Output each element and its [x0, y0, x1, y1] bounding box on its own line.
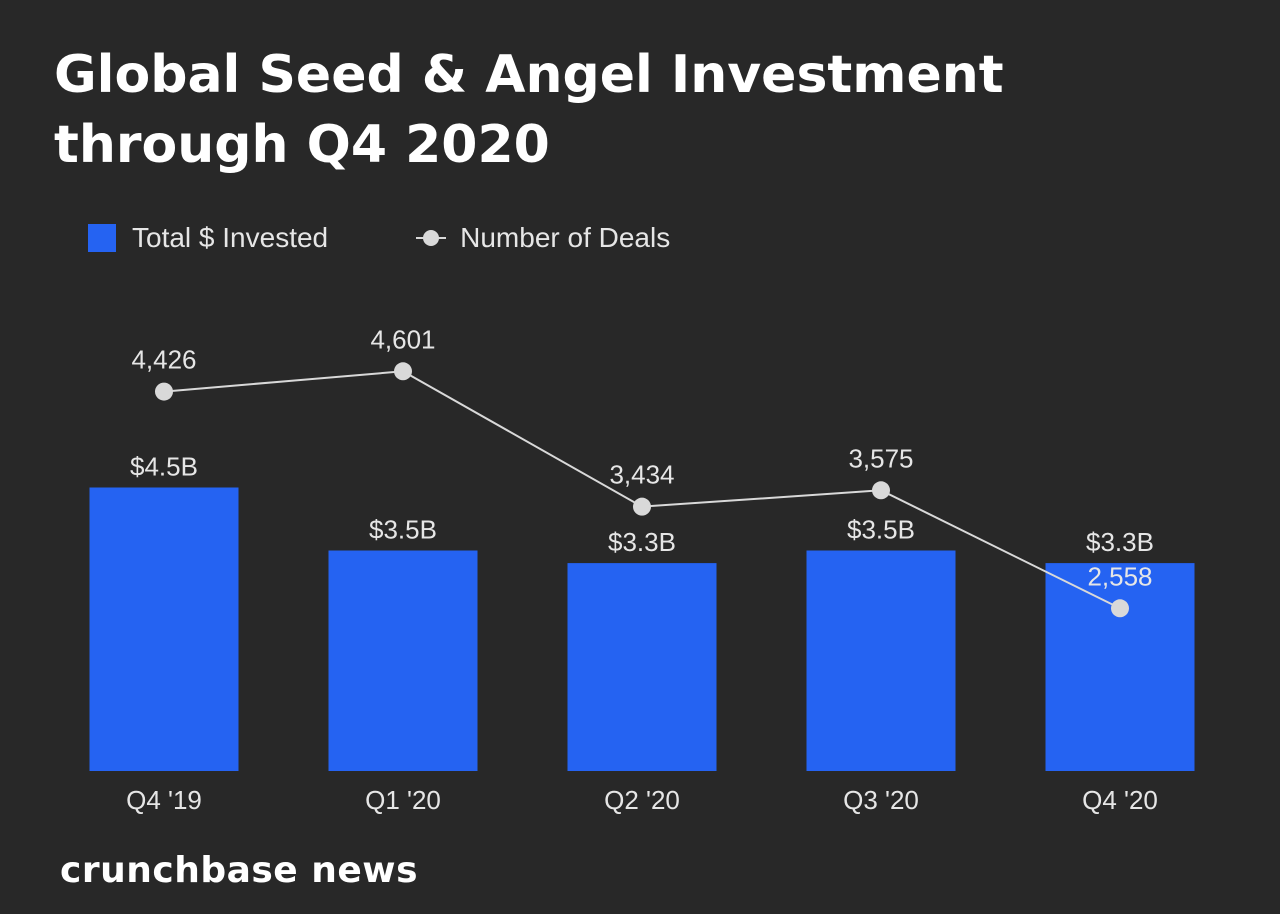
category-label-3: Q2 '20 — [604, 785, 680, 815]
deals-point-1 — [155, 382, 173, 401]
bar-1 — [89, 487, 239, 771]
bar-value-label-3: $3.3B — [608, 527, 676, 557]
legend-label-number-of-deals: Number of Deals — [460, 222, 671, 253]
bar-2 — [328, 550, 478, 771]
legend: Total $ Invested Number of Deals — [88, 218, 670, 258]
deals-label-2: 4,601 — [370, 324, 435, 354]
deals-point-2 — [394, 362, 412, 381]
category-label-2: Q1 '20 — [365, 785, 441, 815]
deals-label-4: 3,575 — [848, 443, 913, 473]
category-label-1: Q4 '19 — [126, 785, 202, 815]
category-label-5: Q4 '20 — [1082, 785, 1158, 815]
deals-point-3 — [633, 497, 651, 516]
legend-bar-swatch — [88, 224, 116, 252]
bar-4 — [806, 550, 956, 771]
bar-3 — [567, 563, 717, 771]
bar-value-label-4: $3.5B — [847, 515, 915, 545]
deals-point-4 — [872, 481, 890, 500]
bar-5 — [1045, 563, 1195, 771]
legend-line-swatch — [416, 229, 447, 247]
category-label-4: Q3 '20 — [843, 785, 919, 815]
deals-label-3: 3,434 — [609, 460, 674, 490]
deals-point-5 — [1111, 599, 1129, 618]
crunchbase-news-logo: crunchbase news — [60, 850, 418, 891]
bar-value-label-1: $4.5B — [130, 452, 198, 482]
bar-value-label-5: $3.3B — [1086, 527, 1154, 557]
deals-label-1: 4,426 — [131, 345, 196, 375]
legend-label-total-invested: Total $ Invested — [132, 222, 329, 253]
chart-title: Global Seed & Angel Investment through Q… — [54, 45, 1004, 175]
legend-item-number-of-deals: Number of Deals — [416, 222, 670, 254]
legend-item-total-invested: Total $ Invested — [88, 222, 328, 254]
deals-label-5: 2,558 — [1087, 561, 1152, 591]
bar-value-label-2: $3.5B — [369, 515, 437, 545]
